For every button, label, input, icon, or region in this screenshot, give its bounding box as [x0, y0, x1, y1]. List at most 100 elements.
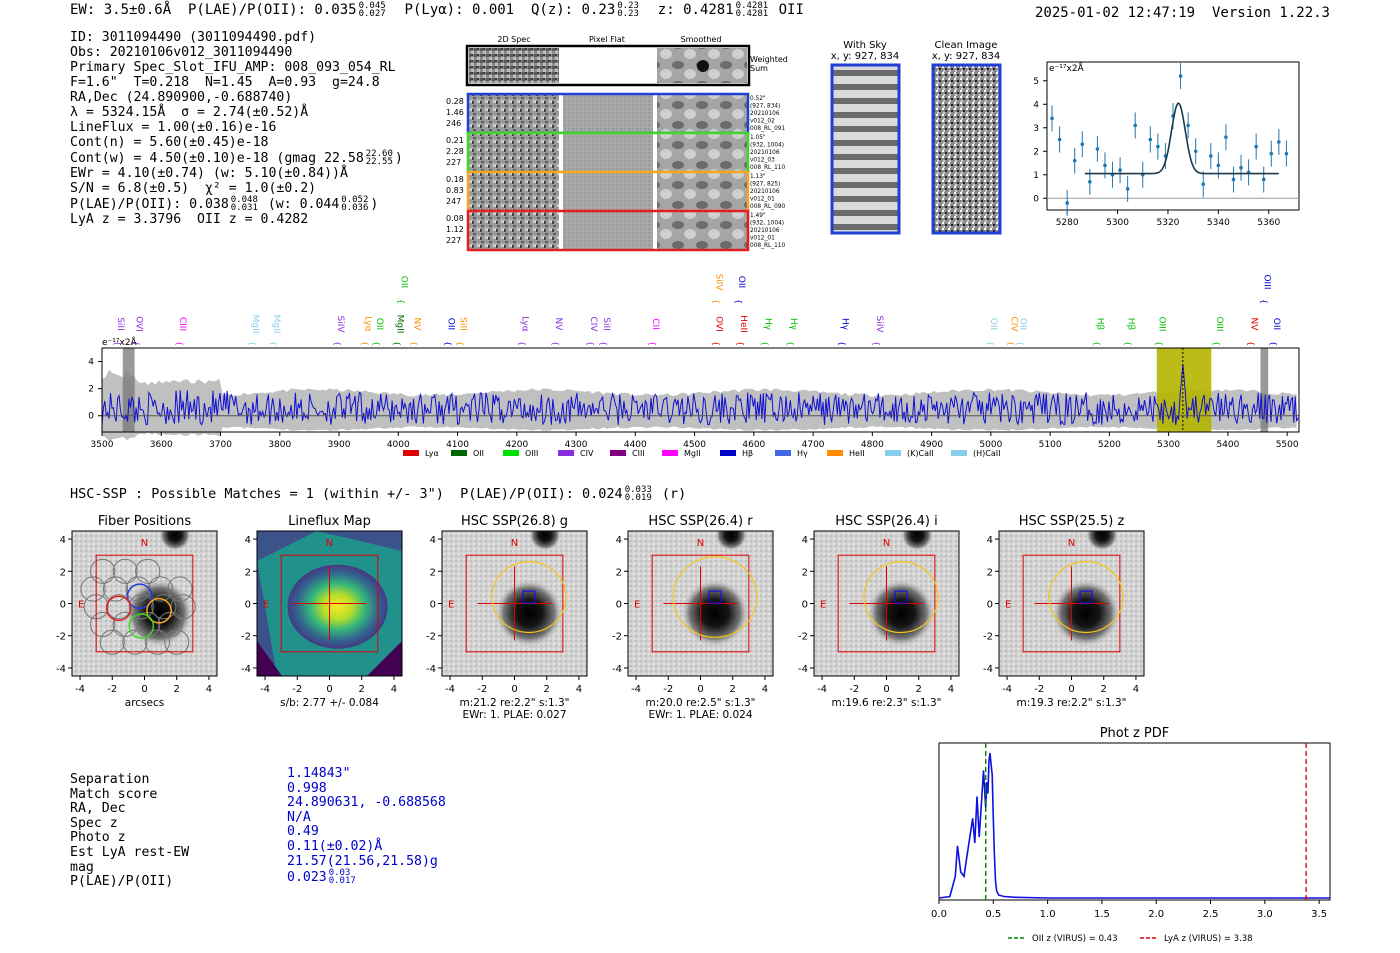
- info-contw-sub: 22.55: [365, 157, 393, 167]
- col-label-smoothed: Smoothed: [681, 35, 722, 44]
- info-plae-sup: 0.048: [230, 195, 258, 205]
- hsc-xtick-label: -4: [445, 684, 455, 695]
- info-primary: Primary Spec_Slot_IFU_AMP: 008_093_054_R…: [70, 60, 396, 75]
- col-label-pixelflat: Pixel Flat: [589, 35, 625, 44]
- hsc-counterpart-box: [1079, 590, 1093, 604]
- match-label: Photo z: [70, 830, 126, 846]
- linefit-point: [1178, 74, 1183, 78]
- spectrum-line-label: HeII: [738, 315, 748, 333]
- fiber-row: 0.21 2.28 227 1.05" (932, 1004)20210106 v012_…: [446, 131, 785, 174]
- linefit-ytick-label: 4: [1033, 100, 1039, 110]
- hsc-panel: Fiber Positions N E 4 2 0 -2 -4 -4 -2 0 2 4 arcsecs: [56, 514, 218, 709]
- header-qz-sup: 0.23: [617, 1, 639, 11]
- fiber-row: 0.28 1.46 246 0.52" (927, 834)20210106 v012_0…: [446, 92, 785, 135]
- linefit-point: [1201, 182, 1206, 186]
- spectrum-ytick-label: 4: [88, 358, 94, 368]
- spectrum-line-brace: {: [409, 341, 418, 346]
- info-lambda: λ = 5324.15Å σ = 2.74(±0.52)Å: [70, 105, 309, 120]
- full-spectrum-chart: 0 2 4 3500 3600 3700 3800 3900 4000 4100 4200 4300 4…: [88, 273, 1300, 458]
- linefit-ytick-label: 5: [1033, 77, 1039, 87]
- spectrum-legend-swatch: [403, 450, 419, 456]
- match-value: N/A: [287, 809, 311, 825]
- spectrum-line-label: OII: [736, 276, 746, 288]
- header-summary: EW: 3.5±0.6Å P(LAE)/P(OII): 0.035 0.045 0.…: [70, 1, 804, 19]
- photz-xtick-label: 1.0: [1040, 909, 1056, 920]
- fiber-row-stat: 0.83: [446, 186, 464, 195]
- linefit-point: [1224, 135, 1228, 139]
- fiber-circle: [122, 629, 148, 655]
- hsc-ytick-label: 4: [987, 535, 993, 546]
- spectrum-line-label: CIV: [588, 316, 598, 332]
- fiber-circle-blue: [126, 583, 153, 610]
- hsc-neighbor: [529, 531, 562, 551]
- spectrum-xtick-label: 3500: [91, 440, 114, 450]
- spectrum-legend-swatch: [720, 450, 736, 456]
- spectrum-legend-label: CIII: [632, 449, 645, 458]
- spectrum-line-label: OII: [1271, 318, 1281, 330]
- hsc-galaxy: [495, 579, 563, 648]
- hsc-east-label: E: [1005, 600, 1011, 611]
- info-contw-end: ): [394, 151, 403, 166]
- hsc-ytick-label: 2: [60, 567, 66, 578]
- hsc-xtick-label: -4: [260, 684, 270, 695]
- linefit-xtick-label: 5340: [1207, 218, 1230, 228]
- hsc-caption: m:19.6 re:2.3" s:1.3": [832, 697, 942, 709]
- hsc-ytick-label: 4: [60, 535, 66, 546]
- hsc-ytick-label: -4: [798, 664, 808, 675]
- info-contw: Cont(w) = 4.50(±0.10)e-18 (gmag 22.58 22.…: [70, 150, 403, 167]
- with-sky-title: With Sky: [843, 40, 887, 51]
- hsc-neighbor: [715, 531, 748, 551]
- linefit-point: [1050, 116, 1054, 121]
- spectrum-mask: [122, 348, 135, 432]
- spectrum-line-brace: {: [551, 341, 560, 346]
- match-value: 0.023 0.03 0.017: [287, 869, 446, 886]
- match-labels: Separation Match score RA, Dec Spec z Ph…: [70, 772, 189, 890]
- fiber-circle: [164, 629, 190, 655]
- fiber-row-meta: 0.52": [750, 96, 766, 102]
- spectrum-line-brace: {: [361, 341, 370, 346]
- hsc-xtick-label: 2: [544, 684, 550, 695]
- linefit-ytick-label: 3: [1033, 124, 1039, 134]
- spectrum-line-brace: {: [444, 341, 453, 346]
- fiber-row-meta: 008_RL_110: [750, 165, 785, 171]
- linefit-point: [1095, 147, 1100, 151]
- fiber-row-meta: (932, 1004): [750, 143, 784, 149]
- lineflux-corner: [257, 641, 282, 676]
- spectrum-mask: [1260, 348, 1269, 432]
- hsc-xtick-label: 0: [141, 684, 147, 695]
- hsc-xtick-label: -2: [292, 684, 302, 695]
- hsc-panel-title: HSC SSP(26.8) g: [461, 514, 568, 529]
- spectrum-line-brace: {: [396, 299, 405, 304]
- linefit-point: [1277, 140, 1281, 144]
- spectrum-line-label: Hγ: [840, 318, 850, 331]
- hsc-xtick-label: 0: [511, 684, 517, 695]
- lineflux-corner: [367, 641, 402, 676]
- linefit-point: [1057, 137, 1062, 142]
- spectrum-legend-label: Hβ: [742, 449, 753, 458]
- spectrum-legend-swatch: [662, 450, 678, 456]
- fiber-row-stat: 0.28: [446, 97, 464, 106]
- hsc-panel-title: Fiber Positions: [98, 514, 191, 529]
- hsc-summary: HSC-SSP : Possible Matches = 1 (within +…: [70, 486, 686, 503]
- clean-image-coords: x, y: 927, 834: [932, 51, 1001, 62]
- hsc-panel: HSC SSP(26.8) g N E 4 2 0 -2 -4 -4 -2 0 2 4 m:21.2 re…: [426, 514, 588, 721]
- spectrum-line-label: Lyα: [520, 316, 530, 332]
- spectrum-line-brace: {: [393, 341, 402, 346]
- spectrum-line-brace: {: [518, 341, 527, 346]
- fiber-2dspec: [469, 173, 559, 210]
- with-sky-coords: x, y: 927, 834: [831, 51, 900, 62]
- spectrum-legend-label: Hγ: [797, 449, 808, 458]
- spectrum-line-brace: {: [333, 341, 342, 346]
- fiber-2dspec: [469, 134, 559, 171]
- spectrum-line-brace: {: [838, 341, 847, 346]
- photz-pdf-line: [938, 752, 1330, 899]
- hsc-panel-title: Lineflux Map: [288, 514, 371, 529]
- spectrum-xtick-label: 4600: [742, 440, 765, 450]
- spectrum-line-brace: {: [1260, 299, 1269, 304]
- fiber-circle: [112, 611, 138, 638]
- hsc-xtick-label: 0: [697, 684, 703, 695]
- hsc-xtick-label: 2: [359, 684, 365, 695]
- clean-image-image: [931, 63, 1002, 235]
- photz-xtick-label: 2.0: [1148, 909, 1164, 920]
- header-plae-sub: 0.027: [358, 9, 386, 19]
